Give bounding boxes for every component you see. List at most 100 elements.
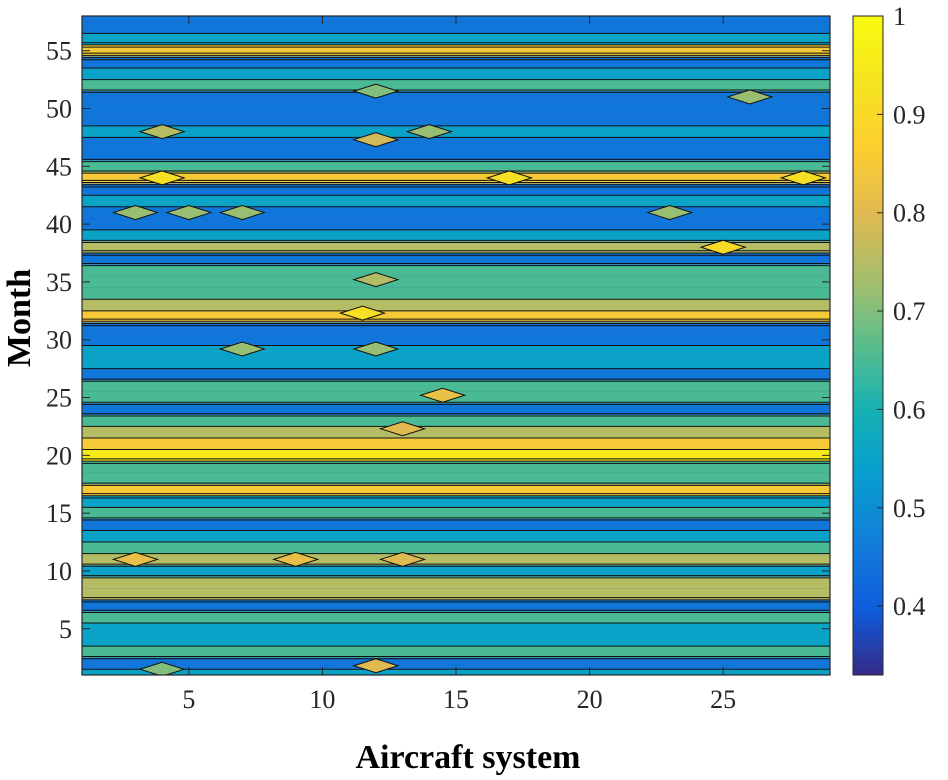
contour-feature — [272, 551, 320, 567]
y-tick-label: 50 — [46, 94, 72, 123]
contour-band — [82, 114, 830, 126]
y-tick-label: 30 — [46, 326, 72, 355]
x-tick-label: 25 — [710, 685, 736, 714]
colorbar-gradient — [852, 15, 884, 676]
contour-feature — [111, 551, 160, 567]
contour-band — [82, 437, 830, 450]
contour-feature — [352, 658, 400, 674]
y-tick-label: 25 — [46, 384, 72, 413]
contour-feature — [405, 124, 453, 140]
contour-feature — [138, 661, 186, 675]
contour-band — [82, 206, 830, 219]
contour-feature — [485, 170, 534, 186]
contour-feature — [352, 341, 400, 357]
contour-band — [82, 91, 830, 103]
x-axis-title: Aircraft system — [355, 739, 580, 776]
contour-band — [82, 229, 830, 242]
contour-band — [82, 44, 830, 57]
colorbar-tick-label: 0.5 — [893, 494, 926, 523]
contour-feature — [378, 421, 427, 437]
contour-feature — [165, 205, 213, 221]
contour-band — [82, 264, 830, 277]
y-tick-label: 10 — [46, 557, 72, 586]
contour-band — [82, 634, 830, 647]
y-tick-label: 40 — [46, 210, 72, 239]
contour-feature — [352, 272, 400, 288]
contour-feature — [779, 170, 827, 186]
contour-band — [82, 426, 830, 438]
x-tick-label: 20 — [577, 685, 603, 714]
colorbar-tick-label: 0.9 — [893, 100, 926, 129]
contour-feature — [646, 205, 694, 221]
colorbar-tick-label: 0.8 — [893, 199, 926, 228]
contour-band — [82, 241, 830, 254]
contour-band — [82, 287, 830, 300]
contour-band — [82, 195, 830, 207]
contour-band — [82, 472, 830, 485]
x-tick-label: 5 — [182, 685, 195, 714]
contour-field — [82, 16, 830, 675]
colorbar-tick-label: 0.7 — [893, 297, 926, 326]
y-axis-title: Month — [1, 269, 38, 367]
contour-feature — [138, 124, 186, 140]
contour-feature — [418, 387, 467, 403]
contour-band — [82, 553, 830, 566]
y-tick-label: 5 — [59, 615, 72, 644]
colorbar-tick-label: 0.6 — [893, 395, 926, 424]
contour-feature — [338, 305, 387, 321]
contour-band — [82, 507, 830, 519]
contour-band — [82, 79, 830, 92]
contour-band — [82, 148, 830, 161]
contour-band — [82, 599, 830, 612]
contour-band — [82, 542, 830, 554]
contour-band — [82, 484, 830, 496]
contour-band — [82, 21, 830, 34]
contour-band — [82, 333, 830, 346]
contour-band — [82, 172, 830, 184]
contour-feature — [218, 341, 266, 357]
contour-band — [82, 322, 830, 334]
contour-band — [82, 530, 830, 543]
contour-feature — [352, 132, 400, 148]
contour-band — [82, 218, 830, 230]
contour-band — [82, 68, 830, 80]
y-tick-label: 15 — [46, 499, 72, 528]
contour-band — [82, 56, 830, 69]
y-tick-label: 20 — [46, 441, 72, 470]
contour-band — [82, 461, 830, 473]
x-axis: 5 10 15 20 25 — [182, 16, 736, 714]
contour-feature — [218, 205, 266, 221]
contour-band — [82, 611, 830, 623]
contour-band — [82, 299, 830, 311]
contour-band — [82, 657, 830, 670]
y-tick-label: 45 — [46, 152, 72, 181]
y-tick-label: 55 — [46, 37, 72, 66]
contour-band — [82, 183, 830, 196]
contour-band — [82, 310, 830, 323]
contour-band — [82, 345, 830, 358]
contour-band — [82, 622, 830, 635]
contour-band — [82, 125, 830, 138]
contour-band — [82, 380, 830, 392]
x-tick-label: 10 — [309, 685, 335, 714]
contour-band — [82, 576, 830, 589]
colorbar-tick-label: 1 — [893, 2, 906, 31]
contour-band — [82, 357, 830, 369]
colorbar: 0.4 0.5 0.6 0.7 0.8 0.9 1 — [852, 2, 926, 676]
contour-band — [82, 102, 830, 115]
contour-band — [82, 33, 830, 45]
contour-feature — [352, 83, 400, 99]
contour-band — [82, 253, 830, 265]
contour-band — [82, 646, 830, 658]
contour-band — [82, 403, 830, 415]
contour-band — [82, 495, 830, 508]
contour-band — [82, 518, 830, 531]
y-tick-label: 35 — [46, 268, 72, 297]
contour-feature — [699, 239, 747, 255]
contour-band — [82, 414, 830, 427]
contour-band — [82, 368, 830, 381]
x-tick-label: 15 — [443, 685, 469, 714]
contour-band — [82, 449, 830, 462]
y-axis: 5 10 15 20 25 30 35 40 45 50 55 — [46, 37, 830, 644]
